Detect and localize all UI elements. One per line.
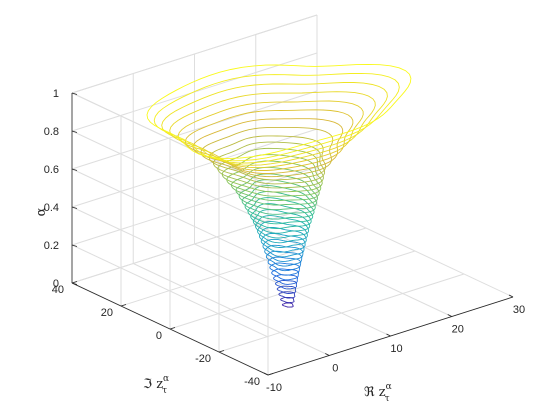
contour-line <box>264 244 304 262</box>
x-tick <box>508 294 514 298</box>
side-wall-grid-line <box>71 168 269 262</box>
floor-grid-line <box>218 273 465 353</box>
contour-line <box>267 256 302 272</box>
y-tick-label: 0 <box>156 330 162 342</box>
y-tick <box>169 327 176 330</box>
contour-line <box>146 63 412 160</box>
x-axis-label-sup: α <box>386 382 392 392</box>
y-axis-label-sub: τ <box>162 386 167 396</box>
x-axis-label: ℜ zα τ <box>364 382 392 404</box>
z-tick-label: 0.4 <box>44 202 59 214</box>
y-axis-label: ℑ zα τ <box>143 374 169 396</box>
contour-line <box>250 203 312 229</box>
floor-grid-line <box>120 227 367 307</box>
contour-line <box>177 100 364 169</box>
x-axis-label-base: ℜ z <box>364 385 386 400</box>
x-tick-label: 30 <box>513 304 525 316</box>
contour-line <box>217 147 324 189</box>
z-tick <box>71 244 78 247</box>
x-tick-label: 0 <box>332 363 338 375</box>
contour-line <box>257 221 308 244</box>
x-tick-label: 10 <box>390 343 402 355</box>
back-wall-grid-line <box>71 204 318 284</box>
y-tick <box>267 373 274 376</box>
z-tick <box>71 130 78 133</box>
z-tick-label: 0.6 <box>44 164 59 176</box>
contour-line <box>265 250 303 267</box>
contour-line <box>262 238 305 258</box>
contour-line <box>278 291 296 299</box>
contour-line <box>269 262 301 276</box>
contour-line <box>260 232 306 253</box>
z-axis-label: α <box>34 207 49 216</box>
x-tick-label: 20 <box>452 324 464 336</box>
x-axis-label-sub: τ <box>385 394 390 404</box>
contour-line <box>255 215 309 239</box>
contour-line <box>259 227 307 248</box>
x-tick <box>325 353 330 356</box>
contour-line <box>281 302 294 308</box>
side-wall-grid-line <box>71 206 269 300</box>
contour-line <box>271 268 300 281</box>
x-tick <box>386 333 391 337</box>
contour-line <box>247 197 314 225</box>
y-tick <box>218 350 225 353</box>
z-tick-label: 0 <box>53 278 59 290</box>
z-tick <box>71 168 78 171</box>
box-back-edge <box>71 14 318 94</box>
y-tick-label: -40 <box>244 376 260 388</box>
x-tick-label: -10 <box>266 382 282 394</box>
y-tick-label: 20 <box>101 307 113 319</box>
contour-line <box>213 141 326 185</box>
floor-grid-line <box>169 250 416 330</box>
z-tick-label: 0.2 <box>44 240 59 252</box>
y-tick <box>71 281 78 284</box>
y-axis-label-base: ℑ z <box>143 377 163 392</box>
contour-line <box>275 280 298 290</box>
z-tick <box>71 282 78 285</box>
z-tick-label: 1 <box>53 88 59 100</box>
contour-line <box>208 135 327 181</box>
y-tick <box>120 304 127 307</box>
contour-line <box>241 185 316 215</box>
contour-line <box>192 118 344 174</box>
contour-line <box>200 126 334 178</box>
back-wall-grid-line <box>71 90 318 170</box>
x-tick <box>263 372 269 376</box>
axes-box <box>71 92 514 376</box>
contour-line <box>276 285 297 294</box>
z-tick-label: 0.8 <box>44 126 59 138</box>
y-axis-label-sup: α <box>163 374 169 384</box>
x-tick <box>447 314 452 317</box>
side-wall-grid-line <box>71 130 269 224</box>
contour-lines <box>146 63 412 308</box>
side-wall-grid-line <box>71 244 269 338</box>
box-back-edge <box>71 92 269 186</box>
y-tick-label: -20 <box>195 353 211 365</box>
z-tick <box>71 92 78 95</box>
y-tick-label: 40 <box>52 284 64 296</box>
z-tick <box>71 206 78 209</box>
